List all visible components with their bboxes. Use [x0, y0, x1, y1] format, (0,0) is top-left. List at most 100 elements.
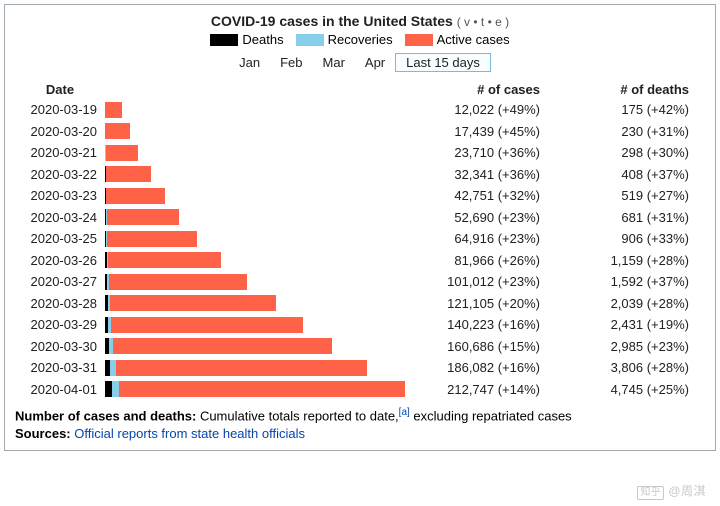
legend-item: Recoveries [296, 31, 393, 46]
cases-cell: 32,341 (+36%) [405, 167, 560, 182]
cases-cell: 12,022 (+49%) [405, 102, 560, 117]
bar-segment-deaths [105, 381, 112, 397]
bar-cell [105, 338, 405, 354]
chart-title: COVID-19 cases in the United States [211, 13, 453, 29]
date-cell: 2020-03-31 [15, 360, 105, 375]
date-cell: 2020-03-20 [15, 124, 105, 139]
table-row: 2020-03-2564,916 (+23%)906 (+33%) [15, 228, 705, 250]
deaths-cell: 519 (+27%) [560, 188, 695, 203]
bar-segment-active [119, 381, 405, 397]
column-headers: Date # of cases # of deaths [15, 82, 705, 97]
tab-last-15-days[interactable]: Last 15 days [395, 53, 491, 72]
bar-segment-active [106, 145, 139, 161]
deaths-cell: 906 (+33%) [560, 231, 695, 246]
table-row: 2020-03-22 32,341 (+36%)408 (+37%) [15, 164, 705, 186]
cases-cell: 52,690 (+23%) [405, 210, 560, 225]
cases-cell: 23,710 (+36%) [405, 145, 560, 160]
tab-feb[interactable]: Feb [270, 54, 312, 71]
legend-label: Deaths [242, 32, 283, 47]
deaths-cell: 1,592 (+37%) [560, 274, 695, 289]
chart-title-row: COVID-19 cases in the United States ( v … [15, 13, 705, 29]
bar-segment-active [110, 295, 276, 311]
bar-segment-active [109, 274, 248, 290]
date-cell: 2020-03-21 [15, 145, 105, 160]
bar-segment-active [111, 317, 302, 333]
table-row: 2020-03-29140,223 (+16%)2,431 (+19%) [15, 314, 705, 336]
bar-cell [105, 252, 405, 268]
date-cell: 2020-03-26 [15, 253, 105, 268]
bar-segment-active [116, 360, 367, 376]
tab-mar[interactable]: Mar [313, 54, 355, 71]
table-row: 2020-03-2452,690 (+23%)681 (+31%) [15, 207, 705, 229]
legend-swatch [405, 34, 433, 46]
table-row: 2020-03-30 160,686 (+15%)2,985 (+23%) [15, 336, 705, 358]
legend-label: Active cases [437, 32, 510, 47]
bar-cell [105, 166, 405, 182]
bar-cell [105, 317, 405, 333]
deaths-cell: 175 (+42%) [560, 102, 695, 117]
date-cell: 2020-03-19 [15, 102, 105, 117]
bar-cell [105, 188, 405, 204]
footnote1-text-a: Cumulative totals reported to date, [196, 408, 398, 423]
date-cell: 2020-03-28 [15, 296, 105, 311]
date-cell: 2020-03-27 [15, 274, 105, 289]
bar-cell [105, 231, 405, 247]
deaths-cell: 4,745 (+25%) [560, 382, 695, 397]
data-rows: 2020-03-1912,022 (+49%)175 (+42%)2020-03… [15, 99, 705, 400]
legend-swatch [296, 34, 324, 46]
footnote-sup-a[interactable]: [a] [399, 407, 410, 418]
tab-jan[interactable]: Jan [229, 54, 270, 71]
date-cell: 2020-03-24 [15, 210, 105, 225]
cases-cell: 101,012 (+23%) [405, 274, 560, 289]
cases-cell: 42,751 (+32%) [405, 188, 560, 203]
deaths-cell: 3,806 (+28%) [560, 360, 695, 375]
deaths-cell: 2,431 (+19%) [560, 317, 695, 332]
cases-cell: 121,105 (+20%) [405, 296, 560, 311]
date-cell: 2020-04-01 [15, 382, 105, 397]
footnotes: Number of cases and deaths: Cumulative t… [15, 406, 705, 442]
footnote2-label: Sources: [15, 426, 71, 441]
header-bar [105, 82, 405, 97]
bar-cell [105, 123, 405, 139]
table-row: 2020-03-20 17,439 (+45%)230 (+31%) [15, 121, 705, 143]
date-cell: 2020-03-30 [15, 339, 105, 354]
bar-cell [105, 209, 405, 225]
cases-cell: 81,966 (+26%) [405, 253, 560, 268]
date-cell: 2020-03-22 [15, 167, 105, 182]
table-row: 2020-04-01 212,747 (+14%)4,745 (+25%) [15, 379, 705, 401]
deaths-cell: 408 (+37%) [560, 167, 695, 182]
table-row: 2020-03-28121,105 (+20%)2,039 (+28%) [15, 293, 705, 315]
bar-cell [105, 360, 405, 376]
bar-segment-active [113, 338, 331, 354]
watermark: 知乎@周淇 [637, 482, 706, 500]
footnote1-text-b: excluding repatriated cases [410, 408, 572, 423]
cases-cell: 64,916 (+23%) [405, 231, 560, 246]
tab-apr[interactable]: Apr [355, 54, 395, 71]
table-row: 2020-03-26 81,966 (+26%)1,159 (+28%) [15, 250, 705, 272]
cases-cell: 186,082 (+16%) [405, 360, 560, 375]
bar-segment-active [107, 209, 180, 225]
deaths-cell: 298 (+30%) [560, 145, 695, 160]
legend-label: Recoveries [328, 32, 393, 47]
table-row: 2020-03-23 42,751 (+32%)519 (+27%) [15, 185, 705, 207]
chart-frame: COVID-19 cases in the United States ( v … [4, 4, 716, 451]
cases-cell: 212,747 (+14%) [405, 382, 560, 397]
bar-segment-active [106, 166, 151, 182]
cases-cell: 17,439 (+45%) [405, 124, 560, 139]
table-row: 2020-03-19 12,022 (+49%)175 (+42%) [15, 99, 705, 121]
cases-cell: 160,686 (+15%) [405, 339, 560, 354]
bar-segment-active [108, 252, 221, 268]
bar-segment-active [105, 102, 122, 118]
deaths-cell: 230 (+31%) [560, 124, 695, 139]
period-tabs: JanFebMarAprLast 15 days [15, 53, 705, 72]
table-row: 2020-03-21 23,710 (+36%)298 (+30%) [15, 142, 705, 164]
deaths-cell: 1,159 (+28%) [560, 253, 695, 268]
vte-links[interactable]: ( v • t • e ) [457, 15, 509, 29]
header-deaths: # of deaths [560, 82, 695, 97]
deaths-cell: 2,985 (+23%) [560, 339, 695, 354]
bar-cell [105, 145, 405, 161]
bar-segment-active [107, 231, 196, 247]
sources-link[interactable]: Official reports from state health offic… [71, 426, 305, 441]
date-cell: 2020-03-29 [15, 317, 105, 332]
date-cell: 2020-03-23 [15, 188, 105, 203]
